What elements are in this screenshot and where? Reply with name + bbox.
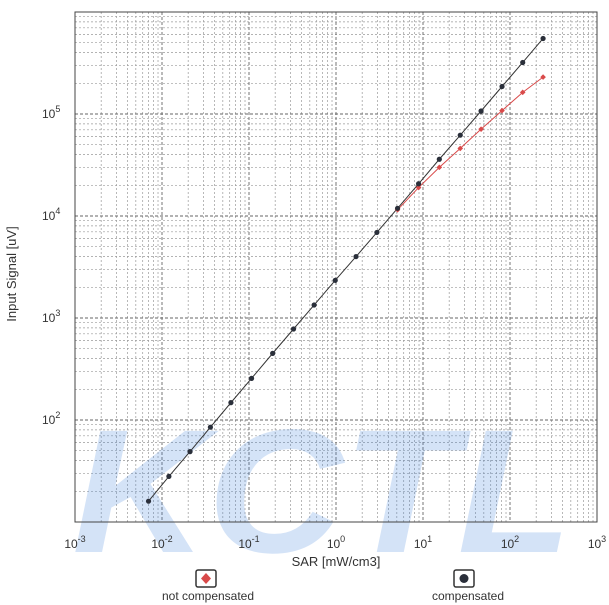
- x-tick-base: 10: [414, 537, 428, 551]
- data-point-not-compensated: [540, 74, 546, 80]
- watermark-text: KCTL: [72, 394, 572, 590]
- data-point-compensated: [436, 156, 442, 162]
- y-tick-base: 10: [42, 311, 56, 325]
- data-point-compensated: [248, 375, 255, 381]
- data-point-not-compensated: [415, 184, 422, 191]
- series-lines: [148, 38, 544, 502]
- x-tick-label: 10-2: [151, 534, 172, 551]
- data-point-compensated: [415, 181, 422, 187]
- x-tick-exponent: -3: [78, 534, 86, 544]
- y-tick-base: 10: [42, 209, 56, 223]
- series-line-not-compensated: [397, 76, 544, 211]
- series-line-compensated: [148, 38, 544, 502]
- data-point-compensated: [332, 277, 338, 283]
- y-tick-base: 10: [42, 107, 56, 121]
- plot-area-frame: [74, 11, 598, 523]
- data-point-not-compensated: [436, 164, 443, 171]
- x-tick-exponent: 0: [340, 534, 345, 544]
- x-tick-base: 10: [238, 537, 252, 551]
- data-point-compensated: [353, 253, 359, 260]
- x-tick-base: 10: [151, 537, 165, 551]
- x-tick-base: 10: [501, 537, 515, 551]
- data-point-compensated: [520, 59, 526, 66]
- data-point-compensated: [374, 229, 380, 236]
- x-tick-label: 102: [501, 534, 519, 551]
- circle-marker-icon: [459, 574, 469, 583]
- data-point-compensated: [166, 473, 172, 479]
- series-markers: [145, 35, 546, 504]
- y-tick-label: 102: [42, 410, 60, 427]
- y-tick-base: 10: [42, 413, 56, 427]
- data-point-compensated: [290, 326, 297, 332]
- x-tick-base: 10: [327, 537, 341, 551]
- y-axis-label: Input Signal [uV]: [4, 226, 19, 321]
- data-point-not-compensated: [519, 89, 526, 96]
- x-tick-label: 103: [588, 534, 606, 551]
- legend-label-compensated: compensated: [432, 589, 504, 603]
- legend-label-not-compensated: not compensated: [162, 589, 254, 603]
- y-tick-exponent: 5: [55, 104, 60, 114]
- x-axis-ticks: 10-3 10-2 10-1 100 101 102 103: [64, 534, 606, 551]
- y-tick-exponent: 2: [55, 410, 60, 420]
- y-tick-label: 103: [42, 308, 60, 325]
- data-point-compensated: [270, 350, 276, 356]
- x-tick-label: 101: [414, 534, 432, 551]
- x-tick-exponent: 1: [427, 534, 432, 544]
- data-point-compensated: [145, 498, 152, 504]
- legend: not compensated compensated: [162, 569, 504, 603]
- data-point-compensated: [499, 83, 505, 90]
- x-tick-label: 10-3: [64, 534, 85, 551]
- x-tick-exponent: -1: [252, 534, 260, 544]
- data-point-compensated: [207, 424, 213, 430]
- data-point-compensated: [228, 400, 234, 406]
- data-point-compensated: [457, 132, 463, 138]
- y-tick-exponent: 4: [55, 206, 60, 216]
- data-point-compensated: [540, 35, 546, 42]
- data-point-not-compensated: [499, 107, 505, 114]
- x-tick-exponent: 2: [514, 534, 519, 544]
- data-point-not-compensated: [457, 145, 464, 152]
- x-axis-label: SAR [mW/cm3]: [292, 554, 381, 569]
- legend-item-not-compensated: not compensated: [162, 569, 254, 603]
- y-tick-label: 104: [42, 206, 60, 223]
- data-point-not-compensated: [478, 126, 484, 132]
- x-tick-label: 100: [327, 534, 345, 551]
- legend-item-compensated: compensated: [432, 569, 504, 603]
- data-point-compensated: [187, 449, 193, 455]
- x-tick-base: 10: [64, 537, 78, 551]
- diamond-marker-icon: [201, 573, 211, 584]
- x-tick-exponent: 3: [601, 534, 606, 544]
- data-point-compensated: [311, 302, 317, 308]
- x-tick-base: 10: [588, 537, 602, 551]
- data-point-compensated: [478, 108, 484, 114]
- y-tick-exponent: 3: [55, 308, 60, 318]
- x-tick-exponent: -2: [165, 534, 173, 544]
- data-point-compensated: [394, 205, 401, 211]
- y-tick-label: 105: [42, 104, 60, 121]
- x-tick-label: 10-1: [238, 534, 259, 551]
